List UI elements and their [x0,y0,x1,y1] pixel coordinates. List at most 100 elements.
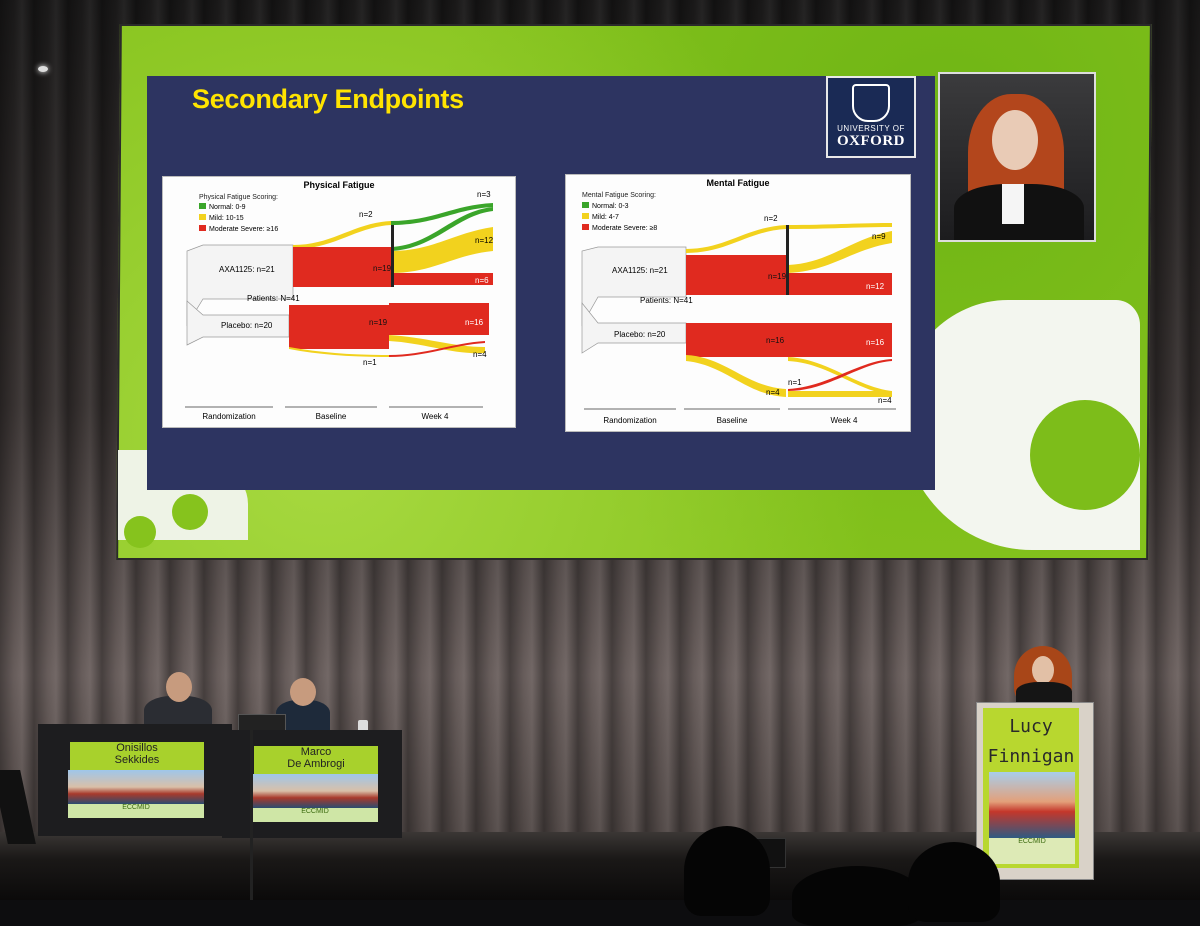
placebo-label: Placebo: n=20 [614,330,666,339]
legend-swatch-mild [582,213,589,219]
legend-swatch-severe [199,225,206,231]
week4-placebo-yellow-label: n=4 [473,350,487,359]
slide-title: Secondary Endpoints [192,84,464,114]
slide-decor-dot [172,494,208,530]
flow-placebo-to-severe [788,359,892,391]
audience-head [792,866,922,926]
flow-placebo-to-mild [389,335,485,354]
flow-severe-to-normal [391,207,493,251]
treatment-label: AXA1125: n=21 [219,265,275,274]
flow-placebo-mild [686,355,786,397]
slide-decor-dot [124,516,156,548]
legend-severe: Moderate Severe: ≥16 [209,226,278,233]
legend-swatch-severe [582,224,589,230]
week4-green-label: n=3 [477,190,491,199]
flow-placebo-mild [289,347,389,357]
flow-treat-mild [293,221,391,249]
week4-placebo-red-label: n=16 [465,318,484,327]
baseline-placebo-red-label: n=19 [369,318,388,327]
nameplate-right-first: Marco [300,746,332,758]
axis-week4-label: Week 4 [422,412,450,421]
panelist-1-head [166,672,192,702]
axis-baseline-label: Baseline [316,412,347,421]
microphone-stand [250,730,253,900]
chart-title: Physical Fatigue [303,180,374,190]
ceiling-light [38,66,48,72]
podium-brand: ECCMID [989,838,1075,864]
mental-fatigue-chart: Mental Fatigue Mental Fatigue Scoring: N… [565,174,911,432]
crest-icon [852,84,890,122]
speaker-shirt [1002,184,1024,224]
oxford-logo: UNIVERSITY OF OXFORD [826,76,916,158]
flow-to-mild-a [788,223,892,229]
legend-normal: Normal: 0-9 [209,204,246,211]
nameplate-right-last: De Ambrogi [287,758,345,770]
week4-divider [786,225,789,295]
flow-to-normal [391,203,493,225]
legend-swatch-normal [582,202,589,208]
baseline-treat-yellow-label: n=2 [359,210,373,219]
nameplate-right: Marco De Ambrogi [254,746,378,774]
legend-severe: Moderate Severe: ≥8 [592,225,657,232]
week4-divider [391,225,394,287]
scoring-heading: Mental Fatigue Scoring: [582,192,656,199]
slide-decor-blob [1030,400,1140,510]
flow-to-mild-b [788,231,892,273]
podium-last-name: Finnigan [987,746,1075,767]
week4-red-label: n=12 [866,282,885,291]
chart-title: Mental Fatigue [706,178,769,188]
desk-banner-photo [68,770,204,804]
week4-yellow-label: n=9 [872,232,886,241]
legend-mild: Mild: 10-15 [209,215,244,222]
placebo-label: Placebo: n=20 [221,321,273,330]
legend-swatch-mild [199,214,206,220]
nameplate-left-last: Sekkides [114,754,160,766]
week4-yellow-label: n=12 [475,236,494,245]
baseline-placebo-yellow-label: n=4 [766,388,780,397]
baseline-placebo-red-label: n=16 [766,336,785,345]
axis-randomization-label: Randomization [603,416,656,425]
baseline-placebo-severe [289,305,389,349]
treatment-label: AXA1125: n=21 [612,266,668,275]
week4-placebo-severe [788,323,892,357]
baseline-placebo-severe [686,323,788,357]
baseline-treat-yellow-label: n=2 [764,214,778,223]
scoring-heading: Physical Fatigue Scoring: [199,194,278,201]
mental-fatigue-svg: Mental Fatigue Mental Fatigue Scoring: N… [581,178,896,425]
legend-mild: Mild: 4-7 [592,214,619,221]
week4-placebo-red-label: n=16 [866,338,885,347]
axis-week4-label: Week 4 [831,416,859,425]
flow-to-mild [391,227,493,273]
week4-placebo-mild [788,391,892,397]
audience-head [684,826,770,916]
nameplate-left: Onisillos Sekkides [70,742,204,770]
panelist-2-head [290,678,316,706]
treatment-group-node [581,246,687,327]
axis-randomization-label: Randomization [202,412,255,421]
logo-line-2: OXFORD [837,133,905,149]
desk-banner-brand: ECCMID [68,804,204,818]
legend-normal: Normal: 0-3 [592,203,629,210]
flow-placebo-to-severe [389,341,485,357]
podium-photo [989,772,1075,838]
desk-banner-photo [252,774,378,808]
desk-banner-brand: ECCMID [252,808,378,822]
baseline-treatment-severe [686,255,788,295]
patients-label: Patients: N=41 [640,296,693,305]
baseline-treat-red-label: n=19 [768,272,787,281]
week4-severe-treatment [391,273,493,285]
week4-placebo-yellow-label: n=4 [878,396,892,405]
axis-baseline-label: Baseline [717,416,748,425]
audience-head [908,842,1000,922]
logo-line-1: UNIVERSITY OF [837,124,905,133]
speaker-face [992,110,1038,170]
baseline-treat-red-label: n=19 [373,264,392,273]
week4-placebo-severe [389,303,489,335]
placebo-group-node [581,302,687,354]
treatment-group-node [186,244,294,327]
week4-placebo-mid-label: n=1 [788,378,802,387]
week4-red-label: n=6 [475,276,489,285]
physical-fatigue-svg: Physical Fatigue Physical Fatigue Scorin… [185,180,494,421]
water-cup [358,720,368,734]
speaker-video-feed [938,72,1096,242]
